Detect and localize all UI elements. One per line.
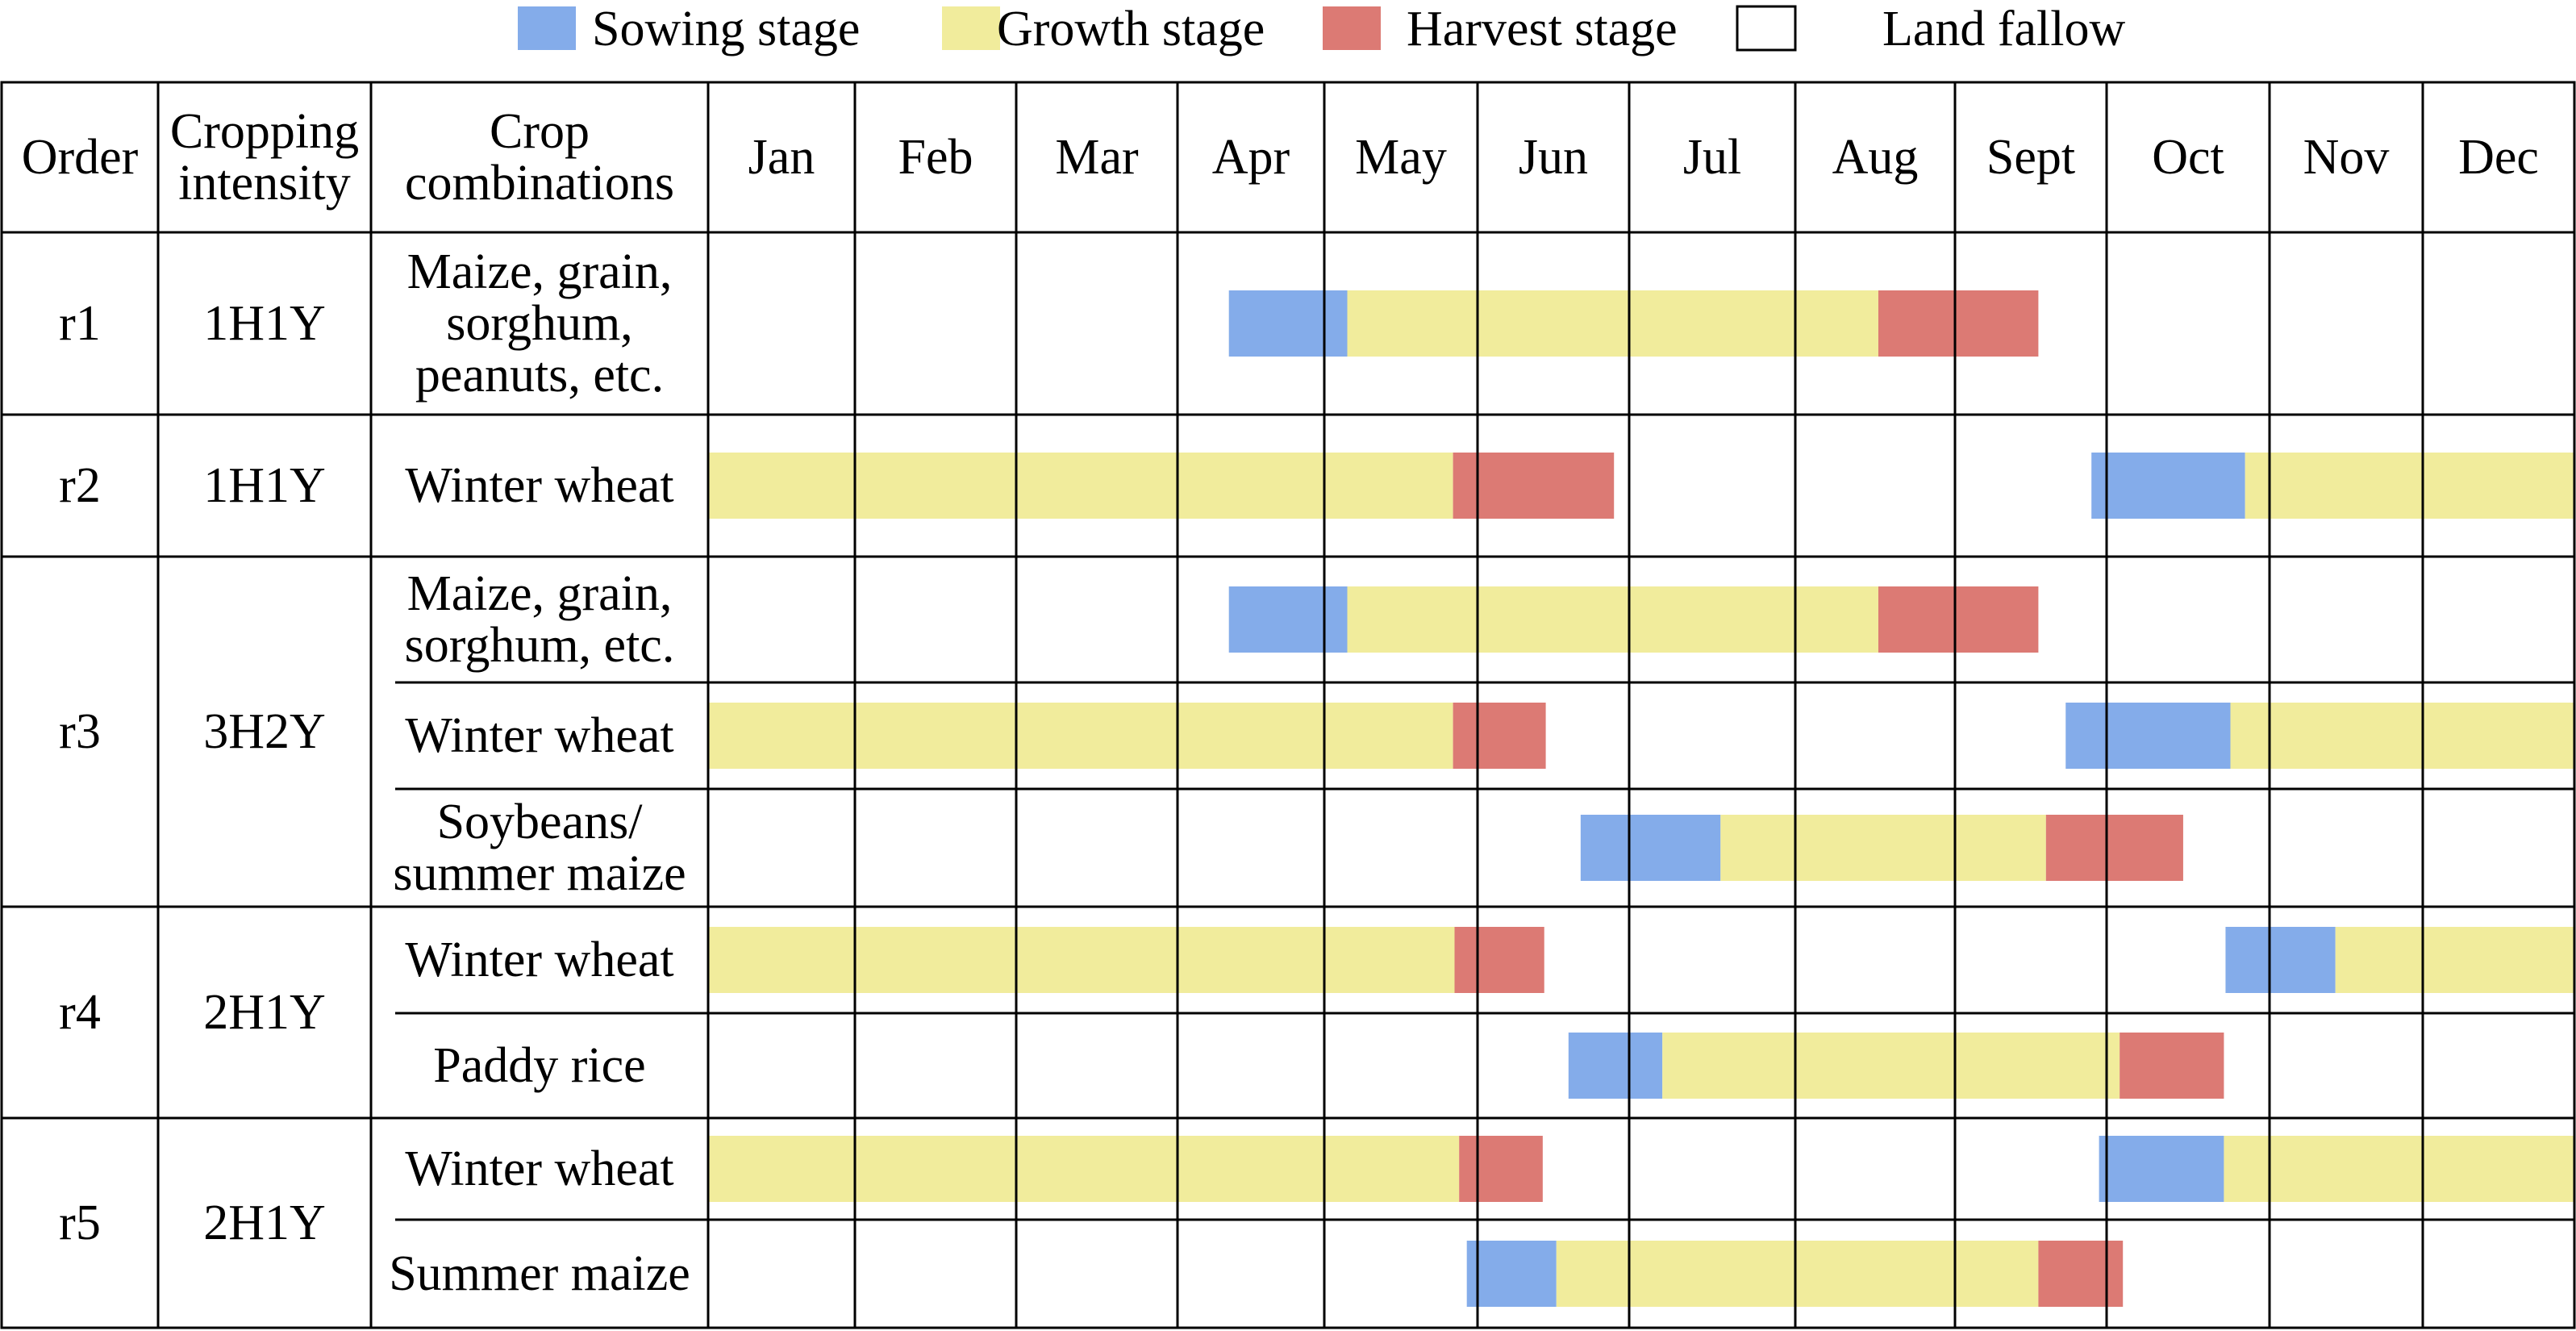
legend-swatch-fallow [1736, 5, 1797, 52]
crop-name-label: Winter wheat [405, 1141, 673, 1196]
month-header: Jan [748, 130, 815, 185]
stage-bar-sowing [1466, 1241, 1557, 1307]
legend-label-growth: Growth stage [997, 2, 1265, 56]
intensity-label: 2H1Y [203, 1195, 326, 1250]
stage-bar-growth [1347, 586, 1878, 653]
month-header: Sept [1986, 130, 2075, 185]
month-header: Dec [2458, 130, 2539, 185]
stage-bar-growth [708, 927, 1455, 993]
legend-label-fallow: Land fallow [1882, 2, 2126, 56]
stage-bar-growth [2335, 927, 2574, 993]
legend-swatch-harvest [1323, 6, 1381, 50]
month-header: Jun [1519, 130, 1588, 185]
order-label: r1 [59, 296, 101, 351]
stage-bar-harvest [1878, 586, 2039, 653]
stage-bar-harvest [1453, 703, 1546, 769]
legend-swatch-sowing [518, 6, 576, 50]
stage-bar-sowing [1228, 290, 1348, 357]
table-grid [0, 81, 2576, 1329]
month-header: Feb [898, 130, 973, 185]
header-crop-combinations: combinations [405, 156, 674, 211]
crop-name-label: Soybeans/ [437, 795, 644, 849]
stage-bar-growth [2245, 453, 2574, 519]
stage-bar-harvest [1878, 290, 2039, 357]
header-crop-combinations: Crop [490, 104, 590, 159]
order-label: r4 [59, 985, 101, 1040]
stage-bar-harvest [2038, 1241, 2124, 1307]
stage-bar-sowing [2065, 703, 2231, 769]
order-label: r3 [59, 704, 101, 759]
legend: Sowing stage Growth stage Harvest stage Lan… [518, 2, 2126, 56]
stage-bar-harvest [2045, 815, 2183, 881]
intensity-label: 1H1Y [203, 296, 326, 351]
stage-bar-sowing [1580, 815, 1721, 881]
stage-bar-growth [1662, 1033, 2120, 1099]
stage-bar-harvest [2120, 1033, 2224, 1099]
intensity-label: 3H2Y [203, 704, 326, 759]
crop-name-label: Maize, grain, [407, 244, 673, 299]
crop-name-label: Winter wheat [405, 458, 673, 513]
stage-bar-sowing [2091, 453, 2245, 519]
month-header: Apr [1212, 130, 1290, 185]
crop-name-label: peanuts, etc. [415, 348, 664, 403]
crop-name-label: Winter wheat [405, 933, 673, 987]
stage-bar-harvest [1454, 927, 1544, 993]
stage-bars [708, 290, 2574, 1307]
stage-bar-growth [2230, 703, 2574, 769]
order-label: r5 [59, 1195, 101, 1250]
month-header: Mar [1055, 130, 1139, 185]
crop-name-label: summer maize [393, 846, 686, 901]
stage-bar-harvest [1459, 1136, 1543, 1202]
month-header: May [1355, 130, 1447, 185]
stage-bar-sowing [1228, 586, 1348, 653]
header-order: Order [22, 130, 139, 185]
crop-name-label: Winter wheat [405, 708, 673, 763]
month-header: Jul [1683, 130, 1741, 185]
order-label: r2 [59, 458, 101, 513]
stage-bar-growth [708, 703, 1453, 769]
crop-name-label: sorghum, [446, 296, 632, 351]
stage-bar-sowing [1568, 1033, 1663, 1099]
crop-name-label: Paddy rice [433, 1038, 645, 1093]
stage-bar-sowing [2099, 1136, 2224, 1202]
crop-name-label: sorghum, etc. [405, 618, 675, 673]
stage-bar-sowing [2225, 927, 2336, 993]
header-cropping-intensity: Cropping [170, 104, 359, 159]
header-cropping-intensity: intensity [178, 156, 351, 211]
crop-name-label: Summer maize [389, 1246, 690, 1301]
stage-bar-growth [708, 453, 1453, 519]
legend-label-harvest: Harvest stage [1407, 2, 1678, 56]
month-header: Oct [2152, 130, 2224, 185]
stage-bar-growth [1556, 1241, 2039, 1307]
stage-bar-growth [1347, 290, 1878, 357]
stage-bar-growth [2224, 1136, 2574, 1202]
stage-bar-growth [708, 1136, 1460, 1202]
crop-name-label: Maize, grain, [407, 566, 673, 621]
stage-bar-harvest [1453, 453, 1615, 519]
legend-label-sowing: Sowing stage [592, 2, 860, 56]
month-header: Nov [2303, 130, 2390, 185]
legend-swatch-growth [942, 6, 1000, 50]
stage-bar-growth [1720, 815, 2046, 881]
month-header: Aug [1832, 130, 1919, 185]
intensity-label: 2H1Y [203, 985, 326, 1040]
intensity-label: 1H1Y [203, 458, 326, 513]
